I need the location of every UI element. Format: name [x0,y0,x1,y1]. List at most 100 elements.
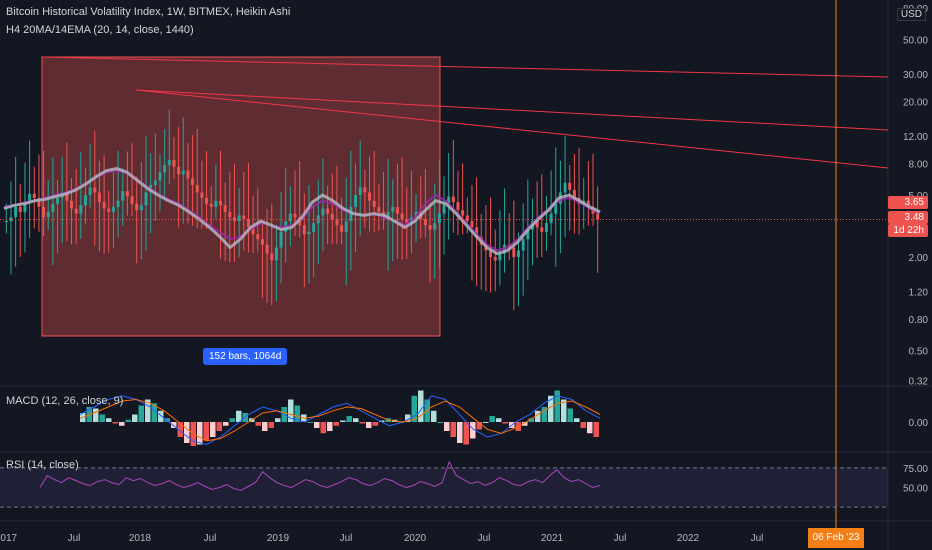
time-tick-label: Jul [478,533,491,544]
macd-histogram-bar [210,422,216,437]
measure-label: 152 bars, 1064d [203,348,288,365]
candle-body [330,213,334,220]
candle-body [88,187,92,196]
candle-body [97,192,101,203]
macd-histogram-bar [112,422,118,424]
candle-body [489,250,493,257]
price-tick-label: 0.50 [909,347,929,358]
macd-histogram-bar [574,418,580,422]
candle-body [572,189,576,198]
candle-body [200,192,204,198]
macd-histogram-bar [593,422,599,437]
candle-body [544,223,548,232]
macd-histogram-bar [275,418,281,422]
price-badge-last: 3.65 [888,196,928,209]
candle-body [246,219,250,228]
candle-body [121,191,125,201]
candle-body [493,256,497,261]
macd-histogram-bar [587,422,593,434]
candle-body [312,223,316,232]
time-tick-label: Jul [204,533,217,544]
macd-histogram-bar [470,422,476,439]
time-axis[interactable]: 2017 Jul 2018 Jul 2019 Jul 2020 Jul 2021 Jul 2022 J… [0,533,763,544]
time-tick-label: Jul [68,533,81,544]
candle-body [181,170,185,175]
rsi-pane [0,460,888,508]
candle-body [363,187,367,193]
macd-histogram-bar [580,422,586,428]
candle-body [256,234,260,240]
candle-body [512,247,516,257]
time-tick-label: Jul [751,533,764,544]
price-badge-close: 3.48 [888,211,928,224]
time-tick-label: 2020 [404,533,427,544]
macd-histogram-bar [372,422,378,426]
candle-body [214,200,218,207]
candle-body [270,253,274,261]
price-tick-label: 1.20 [909,287,929,298]
crosshair-date-label: 06 Feb '23 [808,528,864,548]
candle-body [563,182,567,193]
macd-histogram-bar [99,414,105,422]
price-axis[interactable]: 80.0050.0030.0020.0012.008.005.002.001.2… [903,4,928,495]
macd-histogram-bar [561,399,567,422]
candle-body [32,193,36,198]
candle-body [437,213,441,224]
macd-pane [79,390,601,446]
candle-body [158,172,162,181]
candle-body [186,170,190,179]
candle-body [498,253,502,261]
price-tick-label: 30.00 [903,70,928,81]
candle-body [521,239,525,251]
candle-body [395,206,399,214]
macd-histogram-bar [327,422,333,431]
macd-histogram-bar [476,422,482,430]
candle-body [461,210,465,216]
macd-histogram-bar [541,407,547,422]
price-tick-label: 8.00 [909,159,929,170]
macd-histogram-bar [418,390,424,422]
candle-body [535,221,539,228]
candle-body [274,247,278,261]
time-tick-label: 2017 [0,533,18,544]
macd-histogram-bar [255,422,261,426]
macd-histogram-bar [535,410,541,422]
candle-body [167,160,171,166]
macd-histogram-bar [106,418,112,422]
macd-histogram-bar [359,422,365,424]
macd-histogram-bar [307,422,313,423]
time-tick-label: Jul [614,533,627,544]
indicator-legend: H4 20MA/14EMA (20, 14, close, 1440) [6,24,194,36]
candle-body [423,219,427,226]
trend-line [41,56,889,78]
candle-body [321,208,325,216]
candle-body [14,206,18,218]
candle-body [172,160,176,167]
macd-histogram-bar [151,403,157,422]
price-tick-label: 20.00 [903,98,928,109]
macd-histogram-bar [262,422,268,431]
currency-label[interactable]: USD [896,8,926,21]
candle-body [368,192,372,201]
candle-body [125,191,129,197]
macd-histogram-bar [268,422,274,428]
macd-histogram-bar [496,418,502,422]
candle-body [205,197,209,204]
macd-tick-label: 0.00 [909,418,929,429]
macd-histogram-bar [125,419,131,422]
candle-body [111,206,115,212]
macd-histogram-bar [333,422,339,426]
candle-body [219,200,223,206]
candle-body [372,200,376,207]
candle-body [354,195,358,207]
rsi-tick-label: 75.00 [903,464,928,475]
candle-body [93,187,97,193]
candle-body [447,196,451,204]
trend-line [135,89,889,169]
price-tick-label: 2.00 [909,253,929,264]
candle-body [293,213,297,218]
signal-line [79,398,601,442]
candle-body [251,227,255,235]
